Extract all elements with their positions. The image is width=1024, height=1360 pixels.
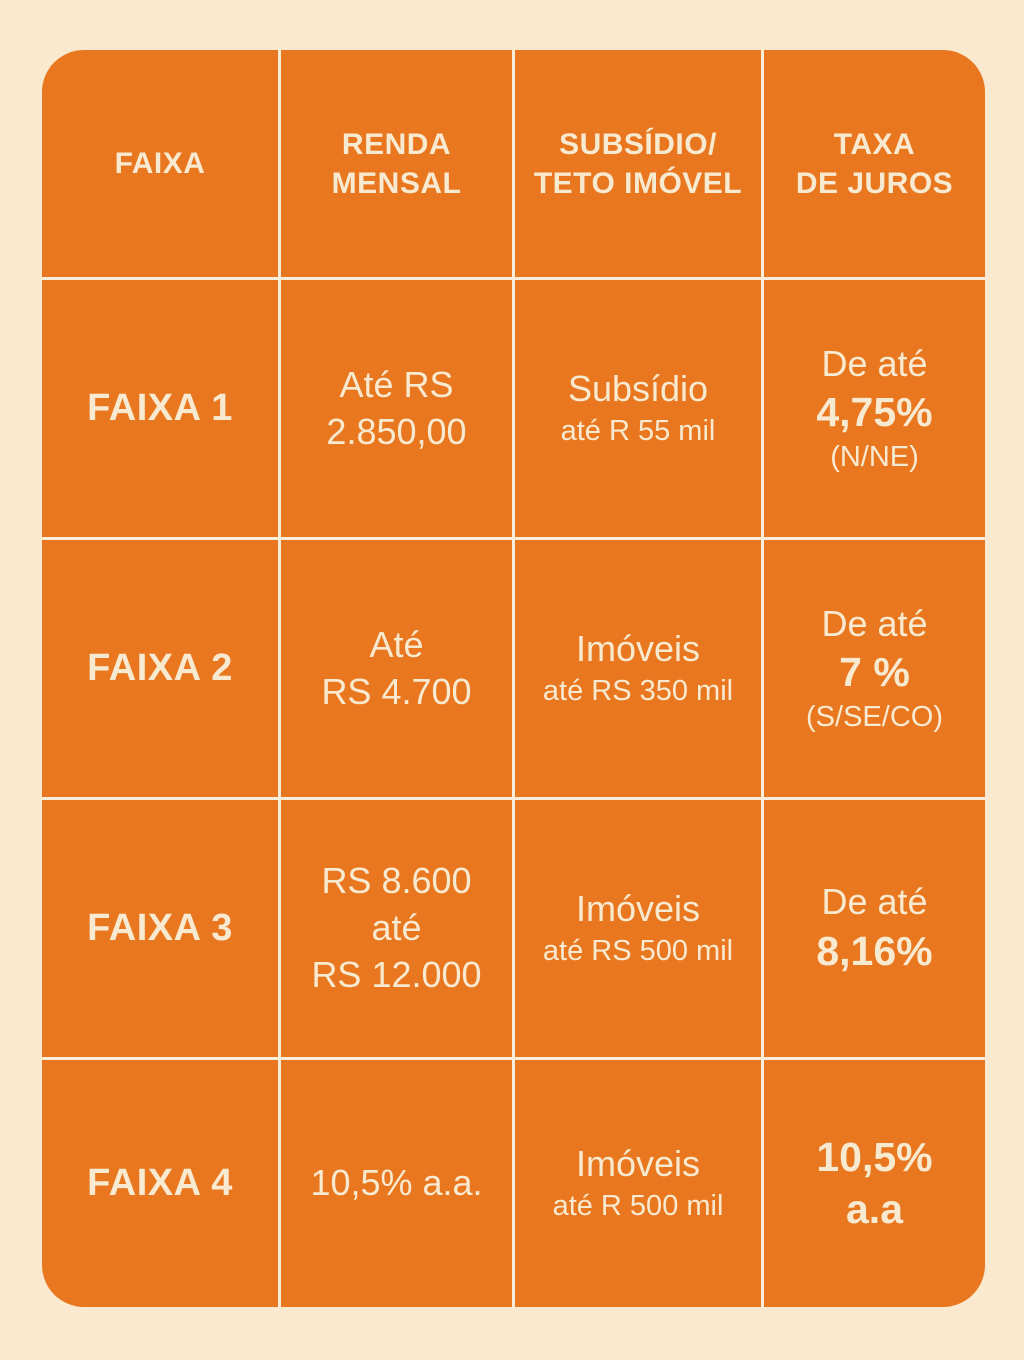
cell-faixa3-label: FAIXA 3 [42, 800, 278, 1057]
header-cell-taxa-juros: TAXA DE JUROS [764, 50, 985, 277]
cell-faixa2-renda: Até RS 4.700 [281, 540, 512, 797]
header-cell-subsidio-teto: SUBSÍDIO/ TETO IMÓVEL [515, 50, 761, 277]
subsidio-main: Imóveis [575, 1142, 701, 1184]
cell-faixa1-label: FAIXA 1 [42, 280, 278, 537]
cell-faixa1-renda: Até RS 2.850,00 [281, 280, 512, 537]
subsidio-sub: até R 55 mil [560, 415, 716, 448]
cell-faixa1-juros: De até 4,75% (N/NE) [764, 280, 985, 537]
subsidio-sub: até R 500 mil [552, 1190, 724, 1223]
header-faixa-label: FAIXA [114, 147, 206, 180]
cell-faixa3-juros: De até 8,16% [764, 800, 985, 1057]
juros-note: (S/SE/CO) [806, 700, 943, 733]
cell-faixa4-label: FAIXA 4 [42, 1060, 278, 1307]
juros-note: (N/NE) [830, 440, 919, 473]
subsidio-sub: até RS 350 mil [542, 675, 734, 708]
faixa-name: FAIXA 1 [87, 387, 233, 429]
faixa-name: FAIXA 4 [87, 1162, 233, 1204]
subsidio-main: Imóveis [575, 887, 701, 929]
header-renda-line2: MENSAL [331, 166, 462, 200]
renda-line: até [371, 907, 422, 949]
cell-faixa2-juros: De até 7 % (S/SE/CO) [764, 540, 985, 797]
header-juros-line2: DE JUROS [795, 166, 954, 200]
renda-line: Até RS [339, 363, 454, 405]
cell-faixa4-renda: 10,5% a.a. [281, 1060, 512, 1307]
subsidio-main: Imóveis [575, 627, 701, 669]
renda-line: 10,5% a.a. [310, 1162, 483, 1204]
cell-faixa1-subsidio: Subsídio até R 55 mil [515, 280, 761, 537]
juros-rate: 10,5% [816, 1134, 933, 1181]
faixa-name: FAIXA 2 [87, 647, 233, 689]
subsidio-main: Subsídio [567, 367, 709, 409]
juros-pre: De até [821, 881, 928, 923]
renda-line: RS 12.000 [311, 953, 482, 995]
faixas-table: FAIXA RENDA MENSAL SUBSÍDIO/ TETO IMÓVEL… [42, 50, 985, 1307]
cell-faixa3-renda: RS 8.600 até RS 12.000 [281, 800, 512, 1057]
juros-rate: 8,16% [816, 928, 933, 975]
header-juros-line1: TAXA [833, 127, 916, 161]
faixa-name: FAIXA 3 [87, 907, 233, 949]
juros-rate2: a.a [846, 1185, 903, 1232]
cell-faixa3-subsidio: Imóveis até RS 500 mil [515, 800, 761, 1057]
subsidio-sub: até RS 500 mil [542, 935, 734, 968]
cell-faixa4-juros: 10,5% a.a [764, 1060, 985, 1307]
renda-line: RS 4.700 [321, 670, 472, 712]
renda-line: 2.850,00 [326, 410, 467, 452]
renda-line: Até [369, 623, 424, 665]
header-renda-line1: RENDA [341, 127, 452, 161]
juros-pre: De até [821, 342, 928, 384]
renda-line: RS 8.600 [321, 860, 472, 902]
header-cell-faixa: FAIXA [42, 50, 278, 277]
cell-faixa2-subsidio: Imóveis até RS 350 mil [515, 540, 761, 797]
cell-faixa4-subsidio: Imóveis até R 500 mil [515, 1060, 761, 1307]
cell-faixa2-label: FAIXA 2 [42, 540, 278, 797]
juros-pre: De até [821, 602, 928, 644]
header-subsidio-line1: SUBSÍDIO/ [559, 127, 717, 161]
juros-rate: 4,75% [816, 389, 933, 436]
juros-rate: 7 % [839, 649, 910, 696]
header-cell-renda-mensal: RENDA MENSAL [281, 50, 512, 277]
header-subsidio-line2: TETO IMÓVEL [533, 166, 743, 200]
